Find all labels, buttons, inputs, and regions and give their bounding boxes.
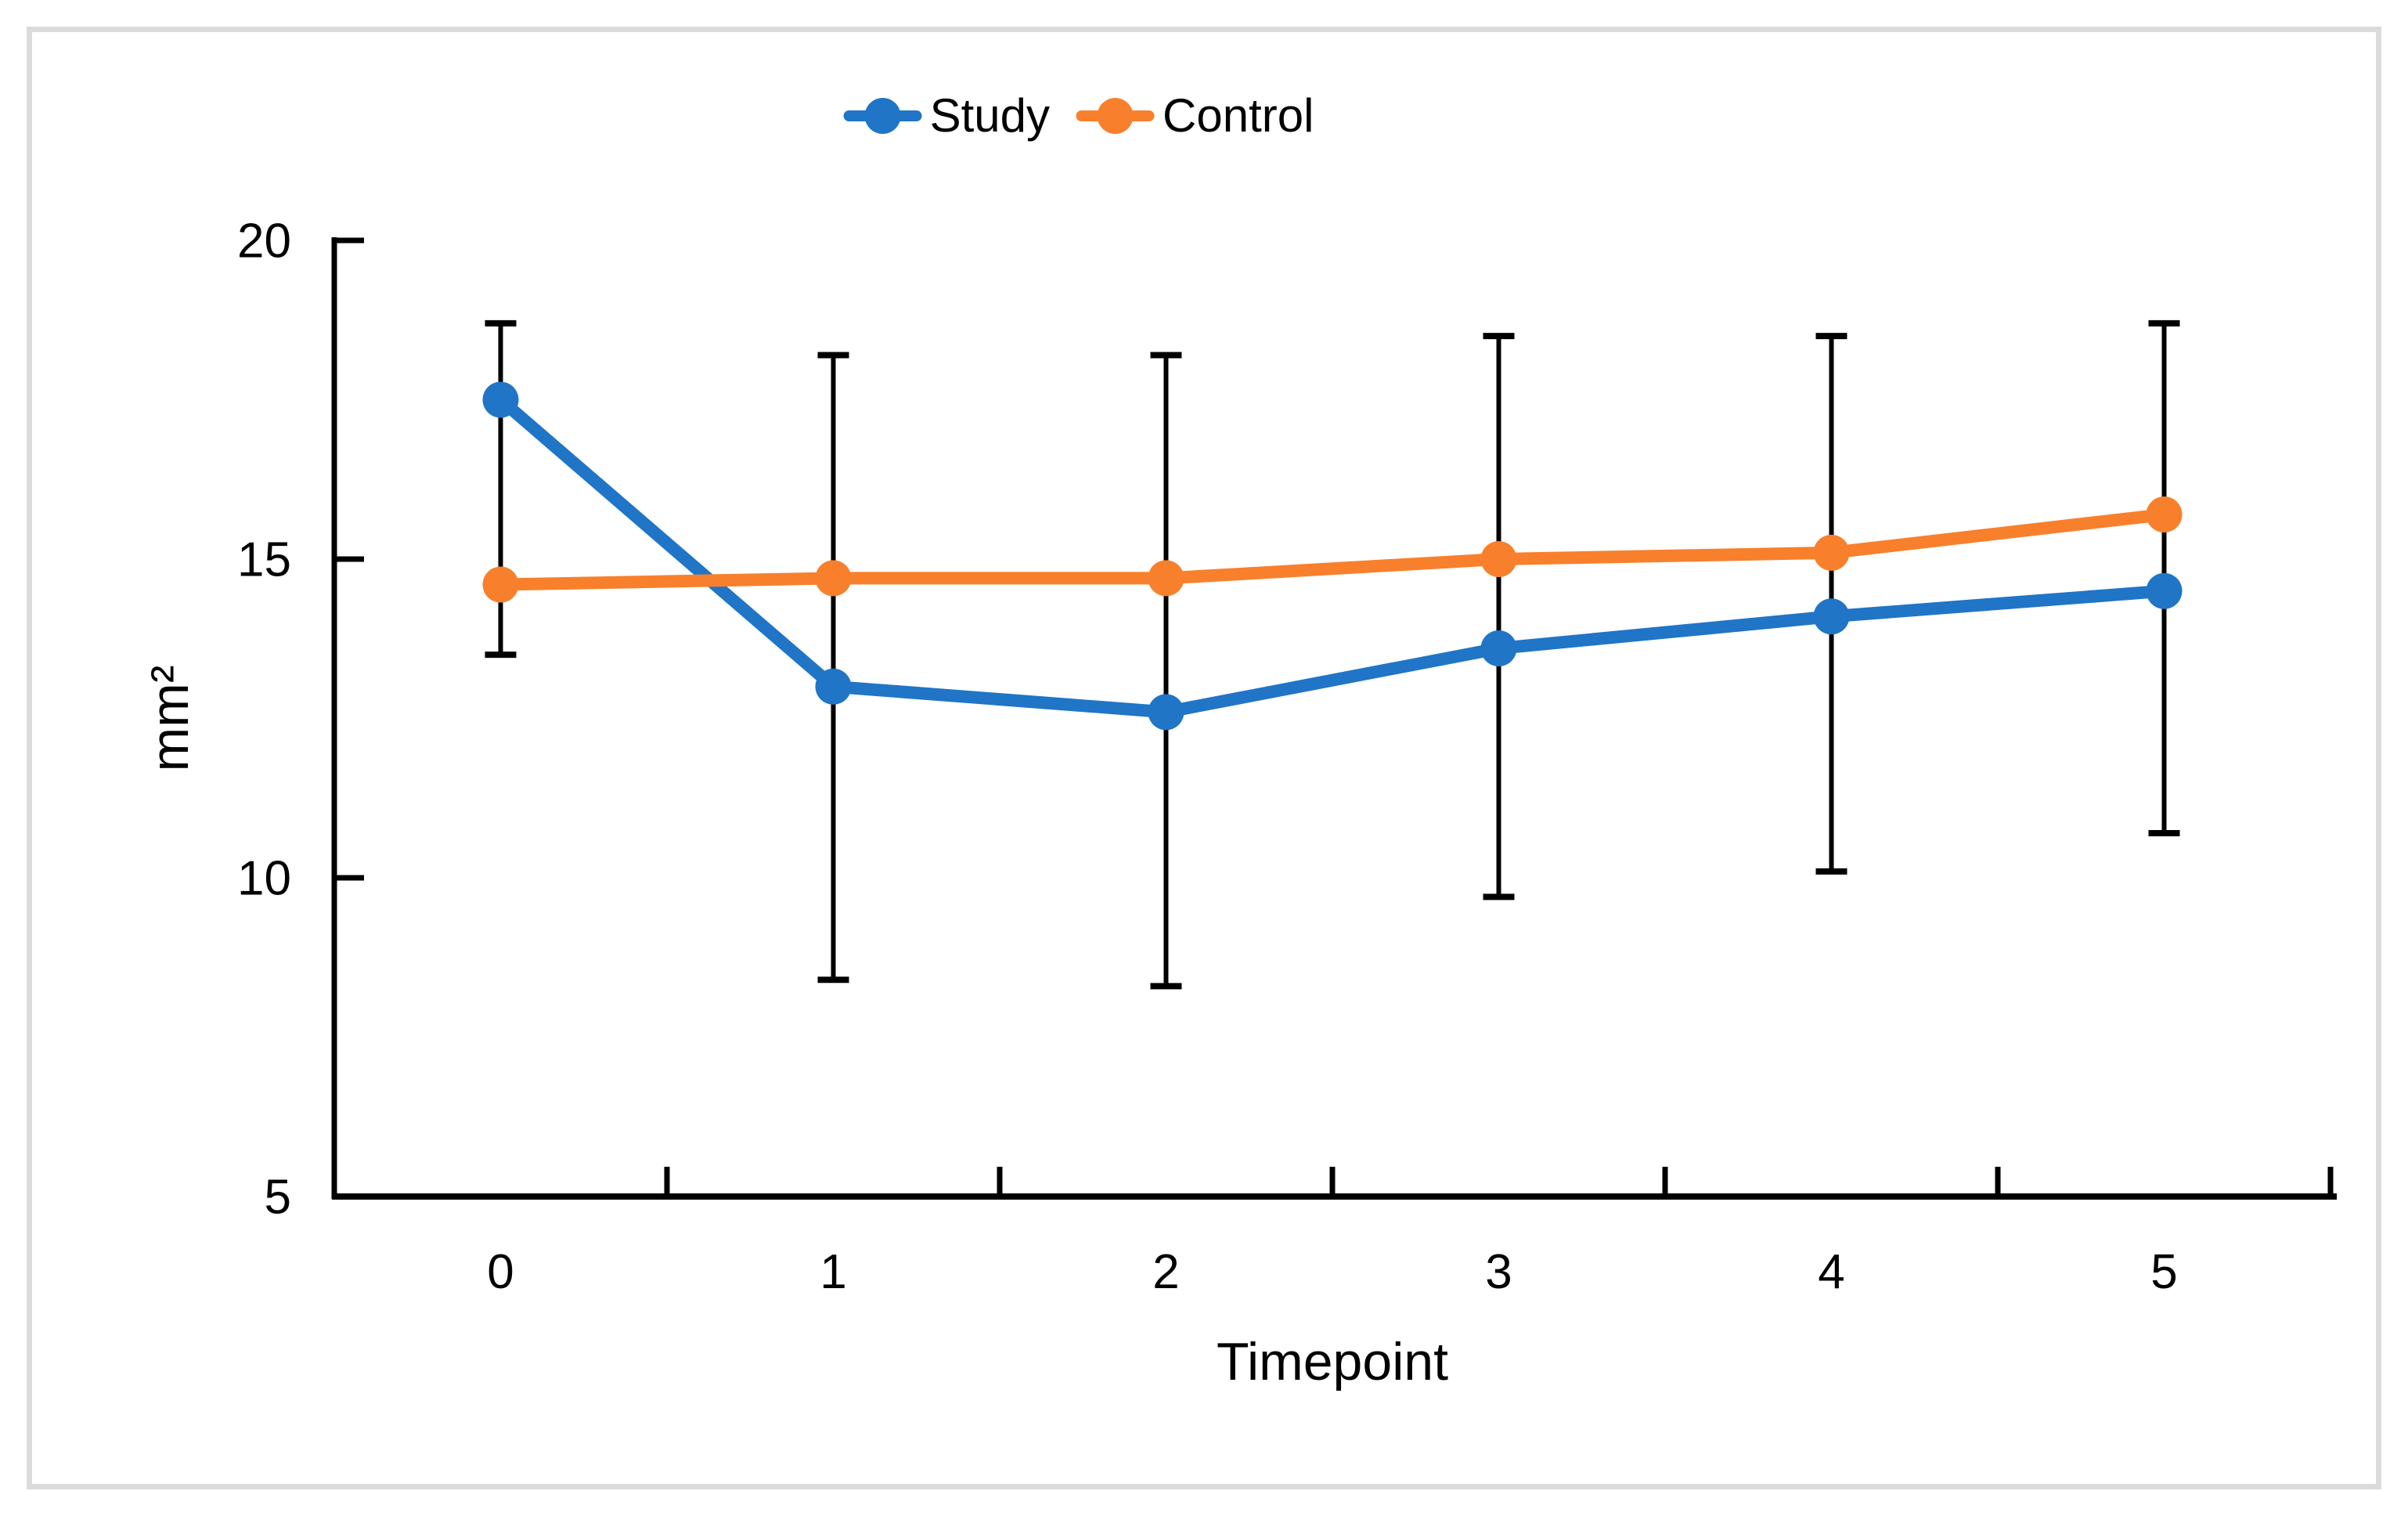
marker-control-5 [2146,496,2183,533]
series-line-study [494,393,2171,719]
legend-item-control: Control [1076,92,1314,139]
series-line-control [494,508,2171,591]
x-tick-label-2: 2 [1152,1245,1179,1299]
legend-label-study: Study [929,89,1051,142]
marker-study-2 [1148,694,1184,731]
marker-study-3 [1480,630,1517,666]
marker-study-1 [815,668,852,705]
marker-study-5 [2146,572,2183,609]
marker-study-0 [482,381,519,418]
y-axis-title: mm² [140,666,200,772]
x-tick-label-3: 3 [1485,1245,1512,1299]
study-dot-swatch [864,98,901,134]
marker-control-1 [815,560,852,597]
x-tick-label-4: 4 [1818,1245,1844,1299]
marker-study-4 [1813,598,1850,635]
marker-control-3 [1480,541,1517,577]
y-tick-label-20: 20 [237,215,291,269]
x-axis-title: Timepoint [1217,1332,1448,1391]
x-tick-label-0: 0 [487,1245,514,1299]
marker-control-2 [1148,560,1184,597]
legend: Study Control [843,81,1314,151]
legend-item-study: Study [843,89,1051,142]
control-dot-swatch [1098,98,1134,134]
control-line-marker-icon [1076,96,1155,135]
x-tick-label-5: 5 [2150,1245,2177,1299]
marker-control-0 [482,566,519,603]
x-tick-label-1: 1 [820,1245,846,1299]
y-tick-label-10: 10 [237,852,291,906]
study-line-marker-icon [843,96,922,135]
y-tick-label-5: 5 [265,1171,291,1225]
legend-label-control: Control [1163,89,1314,142]
y-tick-label-15: 15 [237,533,291,587]
marker-control-4 [1813,534,1850,571]
